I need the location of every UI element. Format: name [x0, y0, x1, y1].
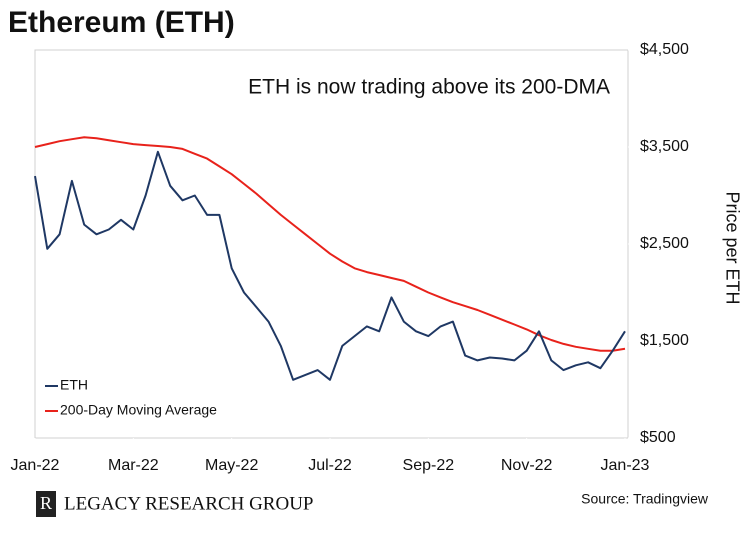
x-tick-label: May-22	[205, 457, 258, 474]
legend-label: 200-Day Moving Average	[60, 402, 217, 418]
y-tick-label: $4,500	[640, 41, 689, 58]
plot-frame	[34, 49, 629, 439]
logo-mark: R	[40, 493, 52, 513]
brand: LEGACY RESEARCH GROUP	[64, 493, 314, 514]
x-tick-label: Jul-22	[308, 457, 352, 474]
y-axis-label: Price per ETH	[722, 191, 742, 304]
logo	[36, 491, 56, 517]
x-tick-label: Jan-23	[601, 457, 650, 474]
y-tick-label: $2,500	[640, 235, 689, 252]
x-tick-label: Jan-22	[11, 457, 60, 474]
y-tick-label: $500	[640, 429, 676, 446]
line-series	[34, 150, 626, 381]
y-tick-label: $1,500	[640, 332, 689, 349]
line-series	[34, 136, 626, 352]
legend-label: ETH	[60, 377, 88, 393]
annotation: ETH is now trading above its 200-DMA	[248, 76, 610, 99]
x-tick-label: Sep-22	[403, 457, 455, 474]
x-tick-label: Mar-22	[108, 457, 159, 474]
y-tick-label: $3,500	[640, 138, 689, 155]
x-tick-label: Nov-22	[501, 457, 553, 474]
source: Source: Tradingview	[581, 491, 709, 507]
chart-title: Ethereum (ETH)	[8, 6, 235, 39]
